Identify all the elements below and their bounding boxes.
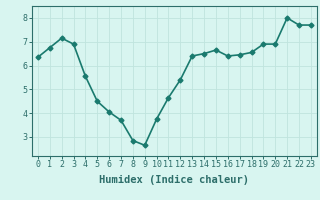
X-axis label: Humidex (Indice chaleur): Humidex (Indice chaleur) [100,175,249,185]
